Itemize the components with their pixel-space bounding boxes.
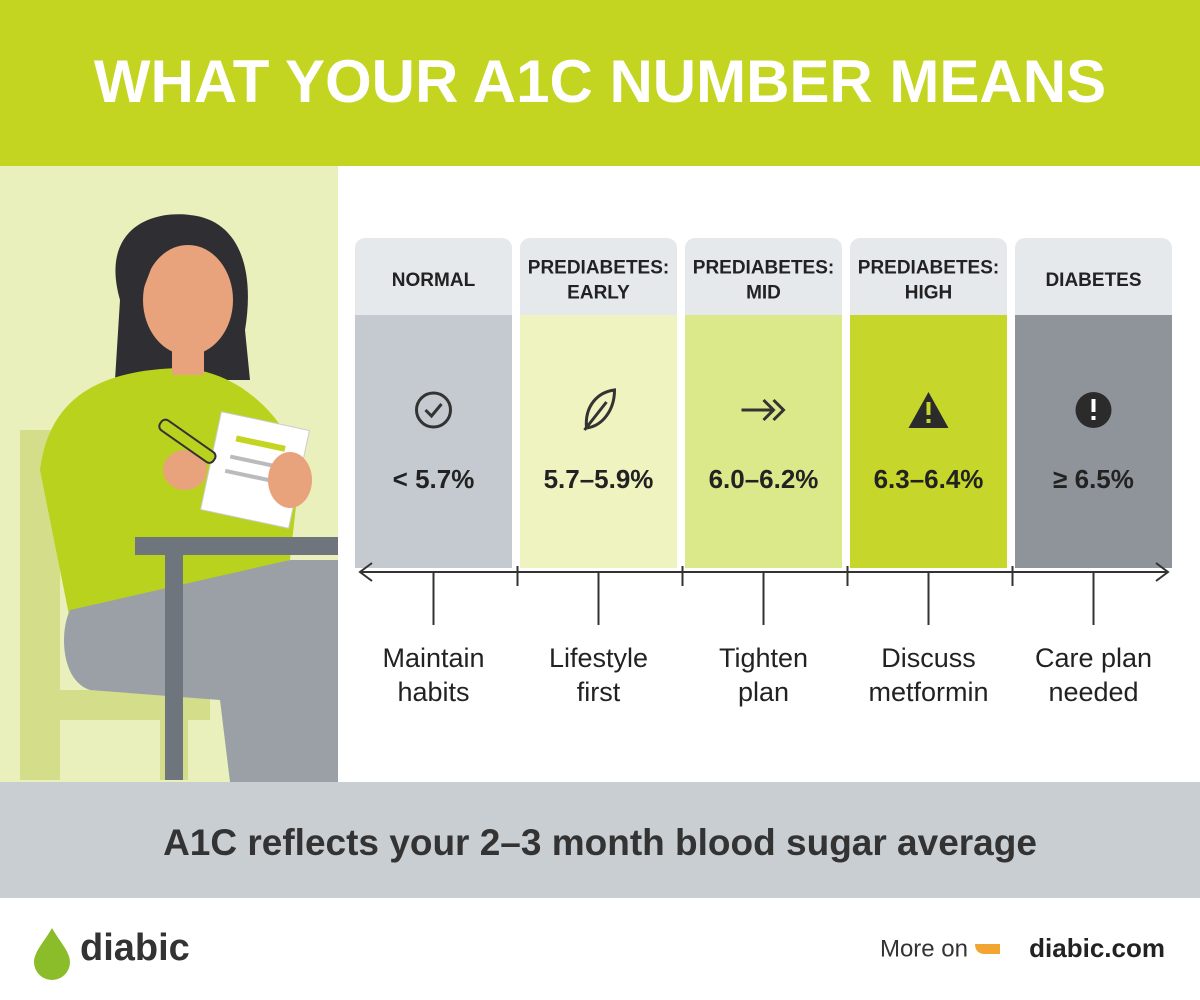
stage-body <box>355 315 512 568</box>
stage-icon <box>1075 392 1112 428</box>
stage-label: DIABETES <box>1045 270 1141 291</box>
stage-action: plan <box>738 677 789 707</box>
axis-arrow <box>358 562 1170 582</box>
stage-range: 6.0–6.2% <box>709 464 819 494</box>
stage-action: metformin <box>868 677 988 707</box>
stage-range: 5.7–5.9% <box>544 464 654 494</box>
stage-action: needed <box>1048 677 1138 707</box>
stage-range: ≥ 6.5% <box>1053 464 1134 494</box>
stage-header <box>685 238 842 328</box>
stage-icon <box>741 398 786 422</box>
stage-header <box>355 238 512 328</box>
link: diabic.com <box>1029 933 1165 963</box>
stage-action: Maintain <box>382 643 484 673</box>
stage-label: PREDIABETES: <box>528 258 669 279</box>
stage-icon <box>583 388 617 431</box>
illustration <box>20 214 339 782</box>
stage-body <box>1015 315 1172 568</box>
brand-logo <box>34 928 70 980</box>
stage-label: PREDIABETES: <box>858 258 999 279</box>
stage-header <box>1015 238 1172 328</box>
stage-label: EARLY <box>567 283 630 304</box>
stage-label: PREDIABETES: <box>693 258 834 279</box>
stage-label: MID <box>746 283 781 304</box>
stage-label: HIGH <box>905 283 953 304</box>
title: WHAT YOUR A1C NUMBER MEANS <box>94 48 1106 115</box>
stage-range: < 5.7% <box>393 464 475 494</box>
stage-action: Tighten <box>719 643 808 673</box>
stage-action: Care plan <box>1035 643 1152 673</box>
brand: diabic <box>80 927 190 969</box>
stage-body <box>520 315 677 568</box>
header-band <box>0 0 1200 166</box>
note: A1C reflects your 2–3 month blood sugar … <box>163 822 1037 863</box>
pointing-icon <box>975 944 1000 954</box>
stage-header <box>850 238 1007 328</box>
stage-body <box>850 315 1007 568</box>
stage-icon <box>415 391 452 429</box>
stage-icon <box>908 392 949 428</box>
stage-range: 6.3–6.4% <box>874 464 984 494</box>
stage-action: Discuss <box>881 643 976 673</box>
stages: NORMAL < 5.7% Maintain habits PREDIABETES: EA… <box>355 238 1172 707</box>
stage-header <box>520 238 677 328</box>
note-band <box>0 782 1200 898</box>
stage-body <box>685 315 842 568</box>
link-prefix: More on <box>880 935 968 962</box>
stage-action: habits <box>397 677 469 707</box>
stage-label: NORMAL <box>392 270 476 291</box>
stage-action: Lifestyle <box>549 643 648 673</box>
stage-action: first <box>577 677 621 707</box>
